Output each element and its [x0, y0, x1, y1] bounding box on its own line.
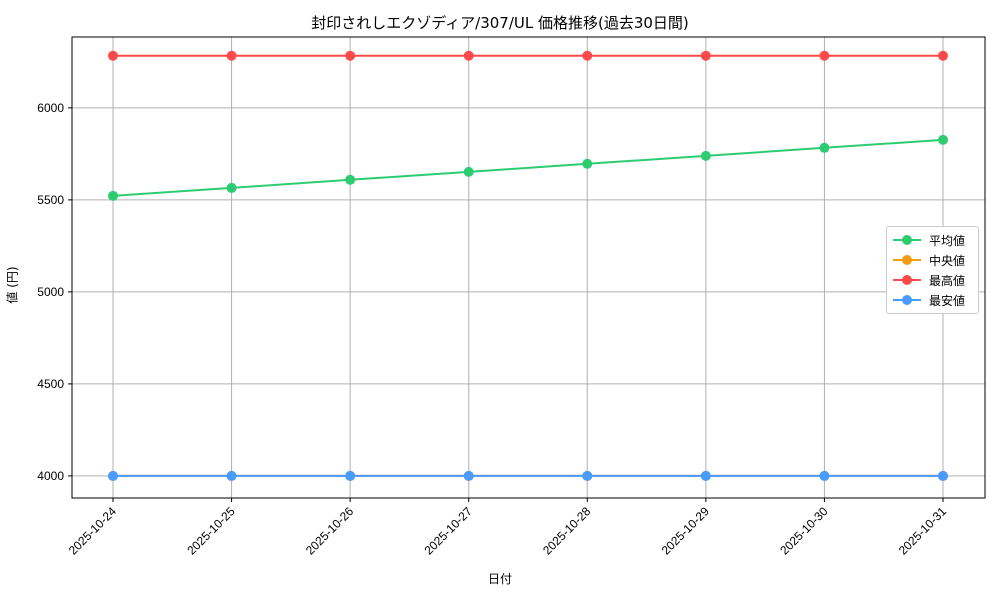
legend-label: 平均値 [929, 233, 966, 248]
data-point [582, 470, 593, 481]
legend-marker-icon [893, 295, 921, 305]
series-lines [108, 50, 948, 481]
legend-marker-icon [893, 275, 921, 285]
x-axis-label: 日付 [487, 572, 512, 586]
data-point [108, 190, 118, 201]
legend-item-median: 中央値 [887, 250, 978, 270]
data-point [582, 158, 593, 169]
legend-marker-icon [893, 235, 921, 245]
grid-lines [72, 37, 985, 498]
data-point [463, 50, 474, 61]
data-point [700, 150, 711, 161]
x-tick-label: 2025-10-30 [777, 504, 831, 558]
x-tick-label: 2025-10-28 [540, 504, 594, 558]
data-point [226, 50, 237, 61]
y-axis-ticks: 4000 4500 5000 5500 6000 [37, 101, 72, 483]
x-tick-label: 2025-10-29 [659, 504, 713, 558]
y-tick-label: 5000 [37, 285, 64, 299]
legend-label: 最安値 [929, 293, 966, 308]
data-point [463, 166, 474, 177]
data-point [345, 50, 356, 61]
legend-label: 中央値 [929, 253, 966, 268]
y-tick-label: 4000 [37, 469, 64, 483]
data-point [345, 470, 356, 481]
x-tick-label: 2025-10-27 [422, 504, 476, 558]
legend-item-min: 最安値 [887, 290, 978, 310]
data-point [938, 134, 948, 145]
data-point [226, 470, 237, 481]
data-point [700, 470, 711, 481]
data-point [938, 50, 948, 61]
data-point [226, 182, 237, 193]
data-point [938, 470, 948, 481]
x-tick-label: 2025-10-26 [303, 504, 357, 558]
plot-frame [71, 36, 986, 499]
x-tick-label: 2025-10-31 [896, 504, 950, 558]
data-point [108, 470, 118, 481]
y-tick-label: 5500 [37, 193, 64, 207]
data-point [463, 470, 474, 481]
data-point [700, 50, 711, 61]
legend: 平均値 中央値 最高値 最安値 [886, 226, 979, 314]
data-point [345, 174, 356, 185]
x-axis-ticks: 2025-10-24 2025-10-25 2025-10-26 2025-10-27… [66, 498, 950, 558]
x-tick-label: 2025-10-25 [184, 504, 238, 558]
legend-marker-icon [893, 255, 921, 265]
legend-item-max: 最高値 [887, 270, 978, 290]
x-tick-label: 2025-10-24 [66, 504, 120, 558]
y-tick-label: 6000 [37, 101, 64, 115]
y-axis-label: 値 (円) [5, 266, 20, 304]
data-point [819, 50, 830, 61]
legend-label: 最高値 [929, 273, 966, 288]
series-最安値 [108, 470, 948, 481]
data-point [582, 50, 593, 61]
chart-title: 封印されしエクゾディア/307/UL 価格推移(過去30日間) [311, 14, 689, 32]
data-point [819, 142, 830, 153]
series-平均値 [108, 134, 948, 201]
data-point [819, 470, 830, 481]
legend-item-average: 平均値 [887, 230, 978, 250]
series-最高値 [108, 50, 948, 61]
y-tick-label: 4500 [37, 377, 64, 391]
data-point [108, 50, 118, 61]
